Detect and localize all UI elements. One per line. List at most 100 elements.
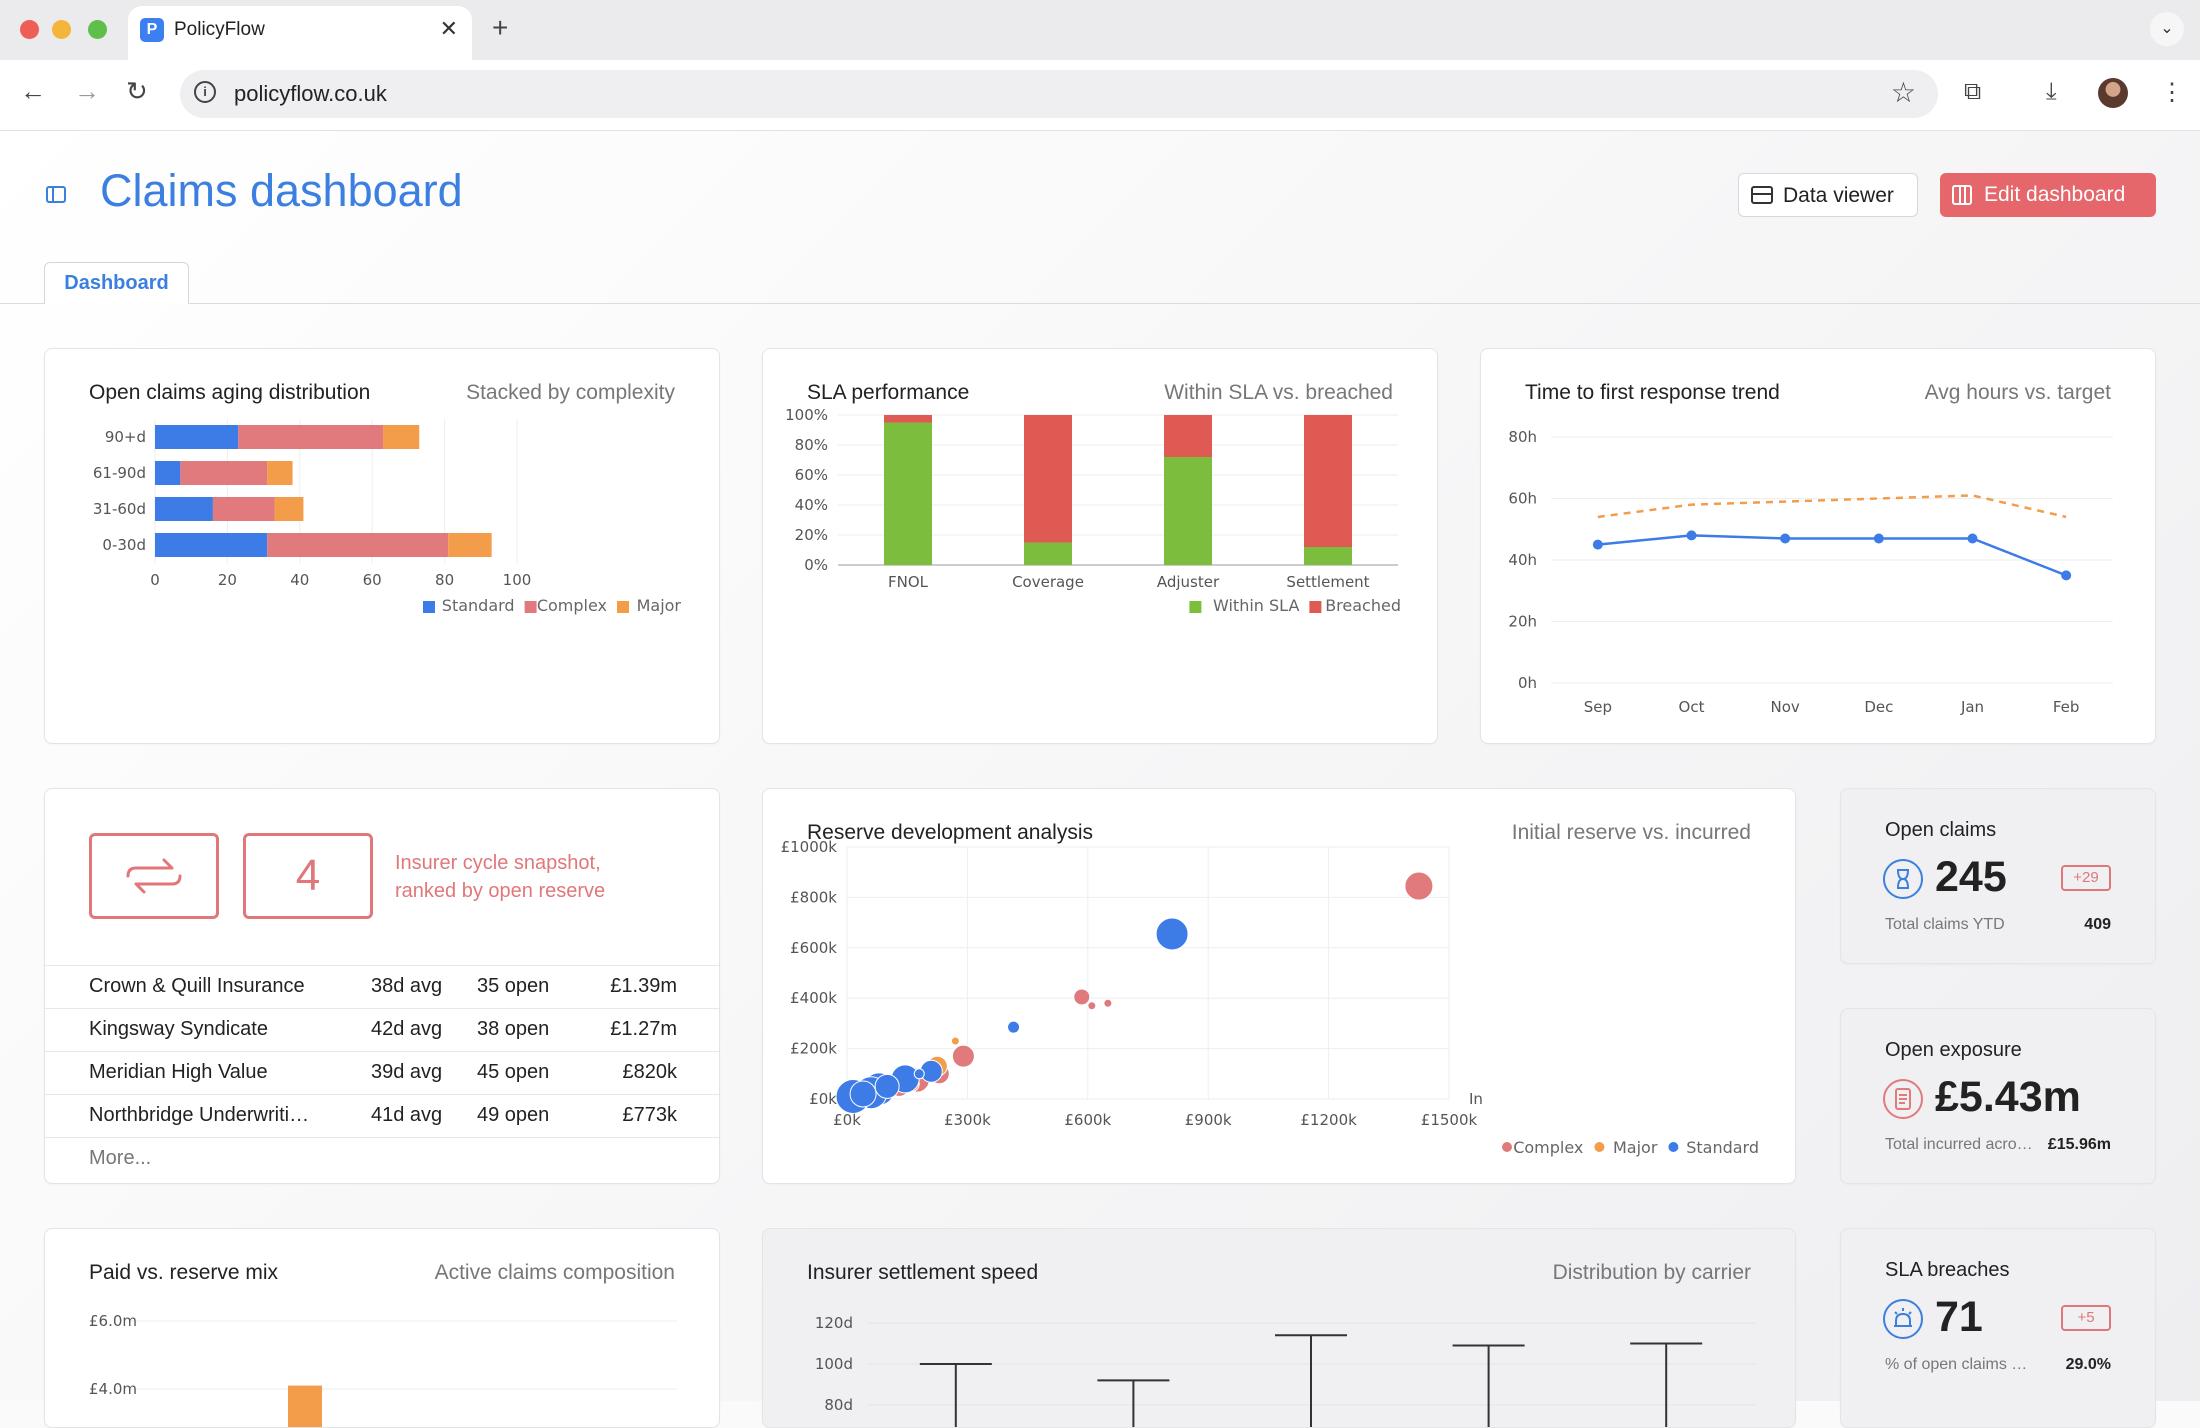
data-point (1007, 1020, 1021, 1034)
bar-segment (155, 425, 239, 449)
aging-chart: 0 20 40 60 80 100 90+d 61-90d 31-60d 0-30d Major Co… (93, 419, 681, 615)
minimize-window-button[interactable] (52, 20, 71, 39)
y-tick-label: 90+d (105, 428, 146, 446)
back-icon[interactable]: ← (20, 76, 46, 106)
series-line (1597, 494, 2067, 519)
insurer-reserve: £773k (622, 1104, 678, 1126)
edit-dashboard-label: Edit dashboard (1984, 183, 2126, 206)
x-tick-label: Adjuster (1157, 573, 1220, 591)
kpi-footer-label: Total incurred across claims (1885, 1136, 2035, 1153)
y-tick-label: £800k (790, 888, 837, 906)
kpi-footer-value: 29.0% (2065, 1356, 2111, 1373)
bar-segment (1024, 415, 1072, 543)
data-viewer-button[interactable]: Data viewer (1738, 173, 1918, 217)
x-tick-label: Settlement (1286, 573, 1369, 591)
bar-segment (155, 497, 213, 521)
sidebar-toggle-icon[interactable] (46, 186, 66, 203)
bar-segment (1024, 542, 1072, 565)
close-tab-icon[interactable]: ✕ (439, 16, 458, 41)
site-info-icon[interactable]: i (194, 81, 216, 103)
x-tick-label: Coverage (1012, 573, 1084, 591)
tab-strip: P PolicyFlow ✕ + ⌄ (0, 0, 2200, 60)
bar-segment (267, 533, 449, 557)
browser-menu-icon[interactable]: ⋮ (2160, 79, 2184, 106)
sla-title: SLA performance (807, 381, 970, 404)
insurer-name: Kingsway Syndicate (89, 1018, 268, 1040)
y-tick-label: 80% (795, 436, 828, 454)
x-axis-label: In (1469, 1090, 1483, 1108)
kpi-title: SLA breaches (1885, 1259, 2010, 1281)
table-row[interactable]: Kingsway Syndicate 42d avg 38 open £1.27… (45, 1008, 719, 1051)
legend-label: Complex (1513, 1138, 1583, 1157)
columns-icon (1952, 185, 1972, 205)
new-tab-icon[interactable]: + (492, 12, 509, 43)
aging-subtitle: Stacked by complexity (466, 381, 675, 404)
x-tick-label: Feb (2053, 698, 2080, 716)
forward-icon[interactable]: → (74, 76, 100, 106)
close-window-button[interactable] (20, 20, 39, 39)
kpi-title: Open exposure (1885, 1039, 2022, 1061)
insurer-avg: 39d avg (371, 1061, 443, 1083)
insurer-open: 35 open (477, 975, 550, 997)
download-icon[interactable]: ⤓ (2046, 78, 2057, 105)
browser-tab[interactable]: P PolicyFlow ✕ (128, 6, 472, 60)
extensions-icon[interactable]: ⧉ (1964, 78, 1982, 105)
address-bar[interactable]: i policyflow.co.uk ☆ (180, 70, 1938, 118)
kpi-footer-value: £15.96m (2047, 1136, 2111, 1153)
edit-dashboard-button[interactable]: Edit dashboard (1940, 173, 2156, 217)
data-point (849, 1080, 877, 1108)
y-tick-label: 100d (815, 1355, 853, 1373)
more-label: More... (89, 1147, 152, 1169)
sla-subtitle: Within SLA vs. breached (1164, 381, 1393, 404)
bookmark-star-icon[interactable]: ☆ (1890, 77, 1916, 108)
x-tick-label: Jan (1960, 698, 1984, 716)
data-point (2061, 570, 2072, 581)
insurer-count: 4 (243, 833, 373, 919)
x-tick-label: £0k (833, 1111, 861, 1129)
bar-segment (448, 533, 492, 557)
legend-label: Standard (1686, 1138, 1759, 1157)
reserve-chart: £0k £200k £400k £600k £800k £1000k £0k £300k £60… (781, 838, 1759, 1157)
data-point (950, 1036, 960, 1046)
url-text: policyflow.co.uk (234, 81, 387, 106)
x-tick-label: Sep (1584, 698, 1612, 716)
bar (288, 1385, 322, 1427)
maximize-window-button[interactable] (88, 20, 107, 39)
x-tick-label: 60 (363, 571, 382, 589)
sla-card: SLA performance Within SLA vs. breached … (762, 348, 1438, 744)
y-tick-label: 20% (795, 526, 828, 544)
data-point (1686, 530, 1697, 541)
table-row[interactable]: Northbridge Underwriti… 41d avg 49 open … (45, 1094, 719, 1137)
favicon-icon: P (140, 18, 164, 42)
reload-icon[interactable]: ↻ (126, 76, 148, 106)
x-tick-label: £1500k (1421, 1111, 1478, 1129)
settlement-chart: 120d 100d 80d (815, 1314, 1755, 1427)
x-tick-label: 0 (150, 571, 160, 589)
bar-segment (212, 497, 275, 521)
kpi-footer-label: Total claims YTD (1885, 916, 2005, 933)
tab-search-icon[interactable]: ⌄ (2150, 12, 2184, 46)
insurer-avg: 38d avg (371, 975, 443, 997)
insurer-avg: 42d avg (371, 1018, 443, 1040)
avatar[interactable] (2098, 78, 2128, 108)
y-tick-label: 61-90d (93, 464, 146, 482)
y-tick-label: £1000k (781, 838, 838, 856)
kpi-footer-label: % of open claims breached (1885, 1356, 2035, 1373)
data-point (1780, 533, 1791, 544)
bar-segment (180, 461, 268, 485)
insurer-card: 4 Insurer cycle snapshot, ranked by open… (44, 788, 720, 1184)
bar-segment (155, 533, 268, 557)
legend-swatch (524, 601, 537, 613)
table-row[interactable]: Crown & Quill Insurance 38d avg 35 open … (45, 965, 719, 1008)
page-background (0, 131, 2200, 1401)
legend-label: Standard (442, 596, 515, 615)
insurer-avg: 41d avg (371, 1104, 443, 1126)
y-tick-label: 0h (1518, 674, 1537, 692)
insurer-open: 49 open (477, 1104, 550, 1126)
tab-dashboard[interactable]: Dashboard (44, 262, 189, 304)
more-link[interactable]: More... (45, 1137, 719, 1180)
insurer-reserve: £820k (622, 1061, 678, 1083)
y-tick-label: £6.0m (89, 1312, 137, 1330)
table-row[interactable]: Meridian High Value 39d avg 45 open £820… (45, 1051, 719, 1094)
y-tick-label: 80d (824, 1396, 853, 1414)
